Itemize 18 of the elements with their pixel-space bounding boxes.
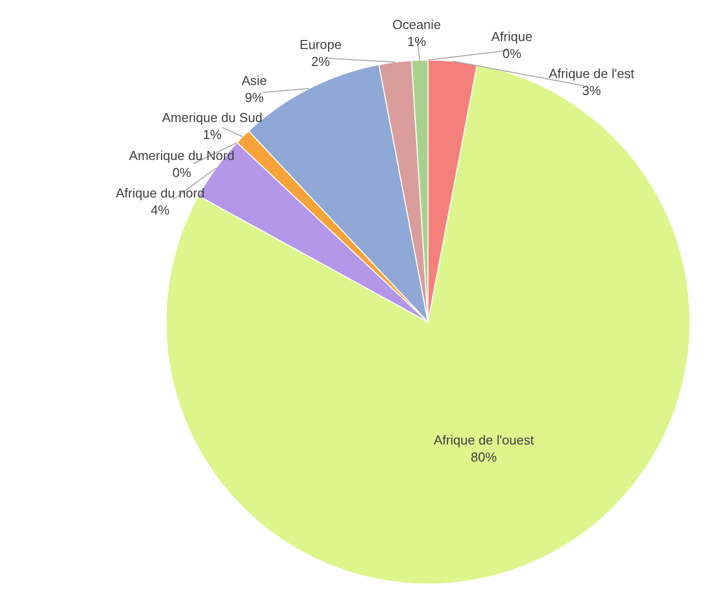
slice-label: Afrique du nord	[116, 186, 205, 201]
slice-label: Amerique du Sud	[162, 110, 262, 125]
text: 0%	[172, 164, 192, 180]
slice-label: Oceanie	[392, 17, 441, 32]
text: 0%	[502, 46, 522, 62]
slice-label: Afrique de l'ouest	[434, 432, 534, 448]
slice-label: Afrique de l'est	[548, 66, 635, 82]
data-label: 80%	[470, 450, 498, 465]
category-label: Amerique du Nord	[129, 148, 235, 163]
data-label: 4%	[150, 202, 170, 218]
data-label: 1%	[407, 34, 426, 50]
data-label: 2%	[311, 54, 330, 70]
data-label: 9%	[244, 90, 264, 106]
data-label: 3%	[582, 83, 602, 98]
slice-label: Asie	[242, 73, 267, 88]
data-label: 1%	[202, 126, 222, 142]
slice-label: Europe	[300, 37, 342, 52]
category-label: Afrique	[491, 29, 532, 44]
